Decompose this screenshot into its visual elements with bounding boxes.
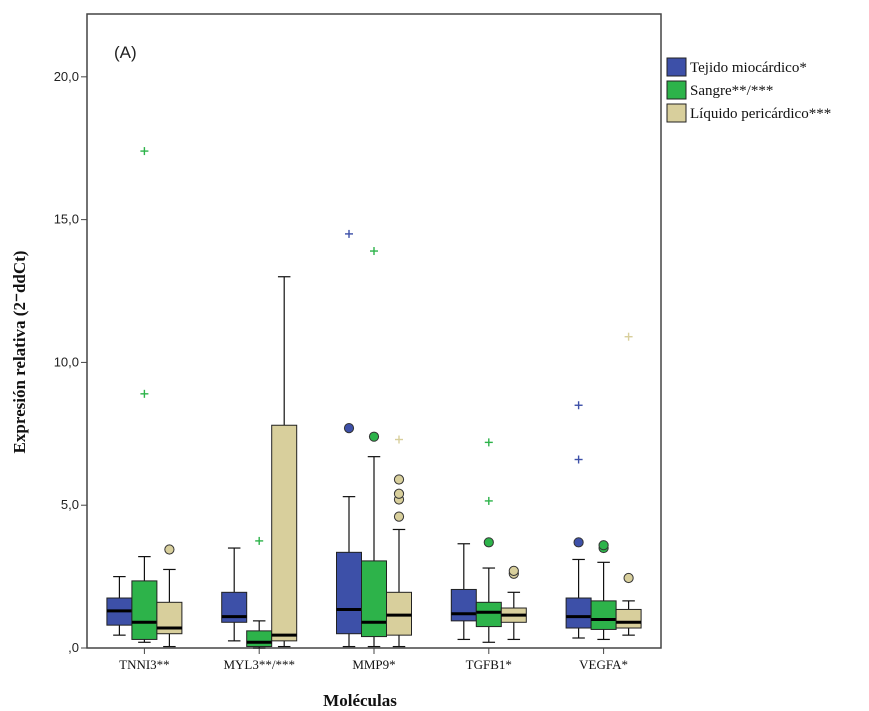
y-tick-label: 10,0: [54, 354, 79, 369]
extreme-point: [255, 536, 264, 545]
outlier-point: [343, 422, 355, 434]
panel-label: (A): [114, 43, 137, 62]
y-tick-label: 5,0: [61, 497, 79, 512]
boxes: [106, 147, 642, 649]
x-tick-label: TGFB1*: [466, 657, 512, 672]
box-iqr: [246, 630, 273, 648]
box-iqr: [336, 551, 362, 635]
x-tick-label: MYL3**/***: [223, 657, 295, 672]
box-iqr: [131, 580, 158, 640]
legend-swatch: [666, 80, 687, 100]
box-iqr: [450, 588, 477, 622]
y-tick-label: 20,0: [54, 69, 79, 84]
extreme-point: [484, 438, 493, 447]
extreme-point: [574, 401, 583, 410]
extreme-point: [574, 455, 583, 464]
box: [590, 540, 617, 641]
outlier-point: [573, 537, 584, 548]
box: [475, 438, 502, 643]
legend: Tejido miocárdico* Sangre**/*** Líquido pe…: [666, 57, 831, 123]
box-iqr: [615, 608, 642, 629]
box: [131, 147, 158, 643]
box: [500, 565, 527, 641]
outlier-point: [393, 474, 405, 485]
legend-swatch: [666, 103, 687, 123]
outlier-point: [483, 537, 494, 548]
outlier-point: [164, 544, 175, 555]
box: [450, 543, 477, 641]
y-axis: ,0 5,0 10,0 15,0 20,0: [54, 69, 87, 655]
box-iqr: [271, 424, 298, 642]
extreme-point: [140, 147, 149, 156]
box: [271, 276, 298, 648]
box-iqr: [590, 600, 617, 630]
box: [156, 544, 183, 648]
extreme-point: [140, 389, 149, 398]
outlier-point: [393, 511, 405, 522]
box: [361, 247, 387, 648]
y-tick-label: 15,0: [54, 212, 79, 227]
legend-label: Sangre**/***: [690, 83, 773, 99]
extreme-point: [370, 247, 378, 256]
box-iqr: [361, 560, 387, 638]
box-iqr: [475, 601, 502, 628]
box: [386, 435, 412, 648]
extreme-point: [624, 332, 633, 341]
outlier-point: [508, 565, 519, 576]
legend-label: Líquido pericárdico***: [690, 106, 831, 122]
extreme-point: [395, 435, 403, 444]
legend-label: Tejido miocárdico*: [690, 60, 807, 76]
outlier-point: [623, 572, 634, 584]
box: [246, 536, 273, 649]
x-axis-title: Moléculas: [323, 691, 397, 710]
x-axis: TNNI3** MYL3**/*** MMP9* TGFB1* VEGFA*: [119, 648, 628, 672]
x-tick-label: MMP9*: [352, 657, 395, 672]
outlier-point: [598, 540, 609, 551]
box: [336, 229, 362, 648]
box: [221, 547, 248, 642]
x-tick-label: VEGFA*: [579, 657, 628, 672]
box-iqr: [565, 597, 592, 629]
y-tick-label: ,0: [68, 640, 79, 655]
extreme-point: [345, 229, 353, 238]
outlier-point: [393, 488, 405, 499]
x-tick-label: TNNI3**: [119, 657, 170, 672]
box: [615, 332, 642, 636]
legend-swatch: [666, 57, 687, 77]
y-axis-title: Expresión relativa (2⁻ddCt): [10, 251, 29, 454]
outlier-point: [368, 431, 380, 442]
extreme-point: [484, 496, 493, 505]
